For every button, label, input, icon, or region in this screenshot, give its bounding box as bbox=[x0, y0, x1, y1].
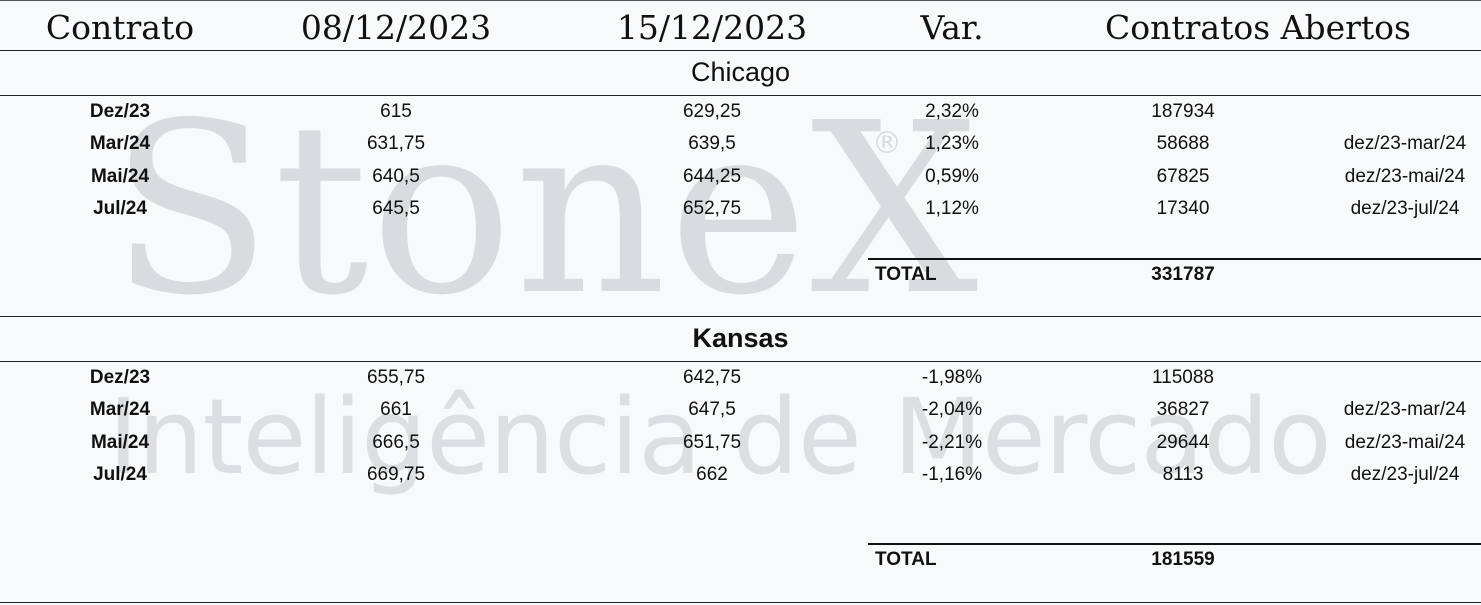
variation-value: 1,23% bbox=[925, 133, 979, 154]
total-divider-chicago bbox=[868, 258, 1481, 260]
contract-cell: Mar/24 bbox=[89, 399, 151, 420]
watermark-registered-mark: ® bbox=[872, 126, 902, 161]
open-contracts-value: 115088 bbox=[1152, 367, 1214, 388]
header-date2: 15/12/2023 bbox=[616, 8, 808, 47]
spread-label: dez/23-mar/24 bbox=[1343, 399, 1467, 420]
watermark-subtitle: Inteligência de Mercado bbox=[108, 376, 1332, 498]
variation-value: 1,12% bbox=[925, 198, 979, 219]
variation-value: -2,21% bbox=[921, 432, 983, 453]
section-title-chicago: Chicago bbox=[690, 57, 791, 87]
date1-value: 666,5 bbox=[372, 432, 420, 453]
table-row: Mai/24 666,5 651,75 -2,21% 29644 dez/23-… bbox=[0, 427, 1481, 459]
date2-value: 647,5 bbox=[688, 399, 736, 420]
header-variation: Var. bbox=[920, 8, 984, 47]
section-divider-chicago bbox=[0, 95, 1481, 96]
total-value-kansas: 181559 bbox=[1151, 549, 1215, 570]
contract-cell: Dez/23 bbox=[89, 101, 151, 122]
date2-value: 652,75 bbox=[682, 198, 742, 219]
date2-value: 639,5 bbox=[688, 133, 736, 154]
contract-cell: Mai/24 bbox=[90, 166, 150, 187]
date1-value: 615 bbox=[380, 101, 412, 122]
total-value-chicago: 331787 bbox=[1151, 264, 1215, 285]
date1-value: 645,5 bbox=[372, 198, 420, 219]
table-bottom-border bbox=[0, 602, 1481, 603]
open-contracts-value: 8113 bbox=[1162, 464, 1204, 485]
date2-value: 651,75 bbox=[682, 432, 742, 453]
header-date1: 08/12/2023 bbox=[300, 8, 492, 47]
open-contracts-value: 187934 bbox=[1151, 101, 1215, 122]
date2-value: 629,25 bbox=[682, 101, 742, 122]
contract-cell: Dez/23 bbox=[89, 367, 151, 388]
contract-cell: Jul/24 bbox=[93, 198, 147, 219]
header-contract: Contrato bbox=[45, 8, 195, 47]
contract-cell: Mar/24 bbox=[89, 133, 151, 154]
spread-label bbox=[1300, 362, 1481, 394]
open-contracts-value: 17340 bbox=[1156, 198, 1210, 219]
header-open-contracts: Contratos Abertos bbox=[1105, 8, 1411, 47]
contract-cell: Jul/24 bbox=[93, 464, 147, 485]
open-contracts-value: 29644 bbox=[1156, 432, 1210, 453]
contract-cell: Mai/24 bbox=[90, 432, 150, 453]
watermark-logo: StoneX bbox=[110, 72, 981, 347]
date2-value: 662 bbox=[696, 464, 728, 485]
spread-label: dez/23-mai/24 bbox=[1344, 166, 1466, 187]
variation-value: -2,04% bbox=[921, 399, 983, 420]
date1-value: 640,5 bbox=[372, 166, 420, 187]
table-row: Dez/23 655,75 642,75 -1,98% 115088 bbox=[0, 362, 1481, 394]
table-row: Mai/24 640,5 644,25 0,59% 67825 dez/23-m… bbox=[0, 161, 1481, 193]
section-title-kansas: Kansas bbox=[692, 323, 789, 353]
table-row: Jul/24 645,5 652,75 1,12% 17340 dez/23-j… bbox=[0, 193, 1481, 225]
variation-value: -1,16% bbox=[921, 464, 983, 485]
section-divider-top-kansas bbox=[0, 316, 1481, 317]
variation-value: -1,98% bbox=[921, 367, 983, 388]
date2-value: 642,75 bbox=[682, 367, 742, 388]
variation-value: 0,59% bbox=[925, 166, 979, 187]
date1-value: 655,75 bbox=[366, 367, 426, 388]
table-row: Mar/24 661 647,5 -2,04% 36827 dez/23-mar… bbox=[0, 394, 1481, 426]
variation-value: 2,32% bbox=[925, 101, 979, 122]
total-divider-kansas bbox=[868, 543, 1481, 545]
spread-label: dez/23-mai/24 bbox=[1344, 432, 1466, 453]
date2-value: 644,25 bbox=[682, 166, 742, 187]
open-contracts-value: 67825 bbox=[1156, 166, 1210, 187]
spread-label: dez/23-jul/24 bbox=[1350, 464, 1460, 485]
date1-value: 669,75 bbox=[366, 464, 426, 485]
table-row: Jul/24 669,75 662 -1,16% 8113 dez/23-jul… bbox=[0, 459, 1481, 491]
date1-value: 631,75 bbox=[366, 133, 426, 154]
open-contracts-value: 36827 bbox=[1156, 399, 1210, 420]
spread-label: dez/23-mar/24 bbox=[1343, 133, 1467, 154]
total-label-chicago: TOTAL bbox=[875, 264, 937, 285]
table-row: Mar/24 631,75 639,5 1,23% 58688 dez/23-m… bbox=[0, 128, 1481, 160]
total-label-kansas: TOTAL bbox=[875, 549, 937, 570]
table-row: Dez/23 615 629,25 2,32% 187934 bbox=[0, 96, 1481, 128]
date1-value: 661 bbox=[380, 399, 412, 420]
open-contracts-value: 58688 bbox=[1156, 133, 1210, 154]
section-divider-kansas bbox=[0, 361, 1481, 362]
table-top-border bbox=[0, 0, 1481, 1]
header-divider bbox=[0, 50, 1481, 51]
spread-label bbox=[1300, 96, 1481, 128]
spread-label: dez/23-jul/24 bbox=[1350, 198, 1460, 219]
